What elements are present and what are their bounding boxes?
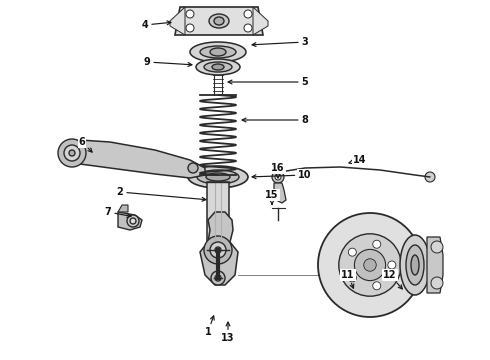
Circle shape (339, 234, 401, 296)
Text: 8: 8 (242, 115, 308, 125)
Circle shape (364, 259, 376, 271)
Ellipse shape (210, 48, 226, 56)
Text: 13: 13 (221, 322, 235, 343)
Text: 16: 16 (271, 163, 285, 178)
Ellipse shape (400, 235, 430, 295)
Circle shape (431, 241, 443, 253)
Circle shape (244, 24, 252, 32)
Circle shape (318, 213, 422, 317)
Circle shape (425, 172, 435, 182)
Ellipse shape (197, 170, 239, 184)
Circle shape (210, 242, 226, 258)
Polygon shape (200, 212, 238, 285)
Circle shape (354, 249, 386, 280)
Text: 2: 2 (117, 187, 206, 201)
Polygon shape (118, 205, 128, 212)
Polygon shape (62, 140, 205, 178)
Polygon shape (118, 212, 142, 230)
Ellipse shape (204, 62, 232, 72)
Ellipse shape (411, 255, 419, 275)
Polygon shape (170, 7, 185, 35)
Ellipse shape (206, 173, 230, 181)
Circle shape (215, 247, 221, 253)
Circle shape (188, 163, 198, 173)
Polygon shape (274, 183, 286, 203)
Circle shape (127, 215, 139, 227)
Text: 1: 1 (205, 316, 214, 337)
Circle shape (64, 145, 80, 161)
Circle shape (348, 274, 356, 282)
Circle shape (388, 261, 396, 269)
Ellipse shape (188, 166, 248, 188)
Circle shape (373, 240, 381, 248)
Polygon shape (207, 182, 229, 250)
Circle shape (130, 218, 136, 224)
Text: 6: 6 (78, 137, 92, 152)
Text: 3: 3 (252, 37, 308, 47)
Polygon shape (427, 237, 443, 293)
Text: 12: 12 (383, 270, 402, 289)
Text: 11: 11 (341, 270, 355, 288)
Circle shape (244, 10, 252, 18)
Polygon shape (175, 7, 263, 35)
Ellipse shape (212, 64, 224, 70)
Circle shape (215, 275, 221, 281)
Ellipse shape (214, 17, 224, 25)
Ellipse shape (209, 14, 229, 28)
Circle shape (211, 271, 225, 285)
Polygon shape (253, 7, 268, 35)
Circle shape (186, 10, 194, 18)
Ellipse shape (406, 245, 424, 285)
Circle shape (204, 236, 232, 264)
Text: 7: 7 (105, 207, 131, 217)
Ellipse shape (196, 59, 240, 75)
Circle shape (69, 150, 75, 156)
Circle shape (348, 248, 356, 256)
Ellipse shape (190, 42, 246, 62)
Ellipse shape (200, 46, 236, 58)
Circle shape (58, 139, 86, 167)
Text: 9: 9 (144, 57, 192, 67)
Text: 15: 15 (265, 190, 279, 204)
Text: 4: 4 (142, 20, 171, 30)
Text: 5: 5 (228, 77, 308, 87)
Circle shape (373, 282, 381, 290)
Circle shape (275, 174, 281, 180)
Circle shape (272, 171, 284, 183)
Circle shape (186, 24, 194, 32)
Text: 10: 10 (252, 170, 312, 180)
Text: 14: 14 (349, 155, 367, 165)
Circle shape (431, 277, 443, 289)
